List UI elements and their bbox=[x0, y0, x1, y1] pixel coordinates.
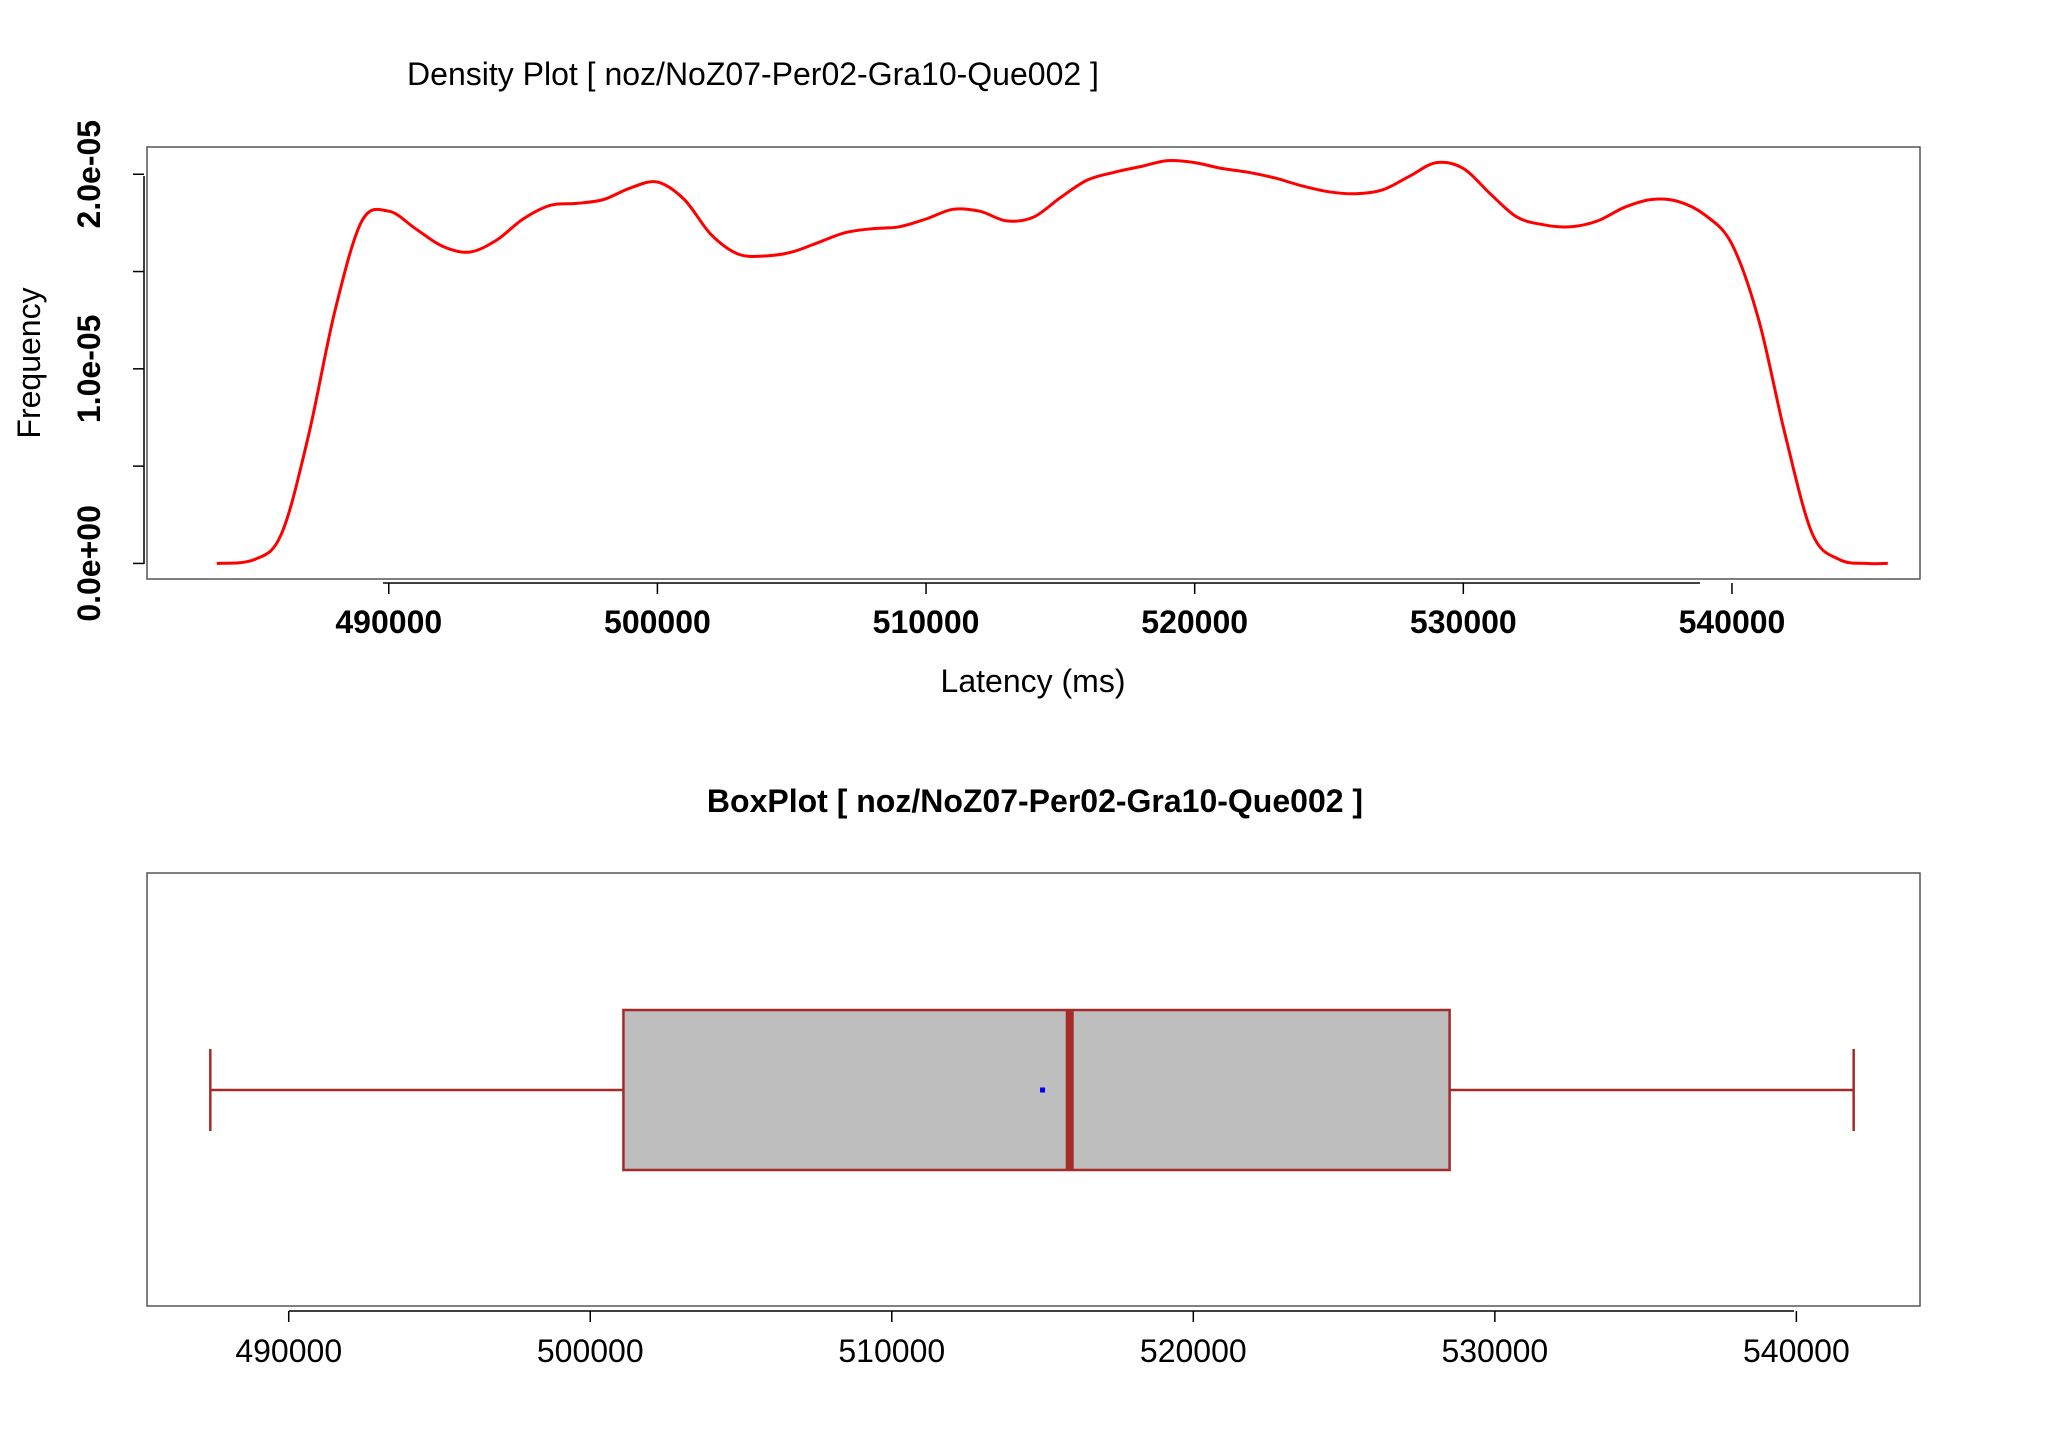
boxplot-marks bbox=[209, 1008, 1855, 1172]
density-x-axis: 490000 500000 510000 520000 530000 540000 bbox=[335, 582, 1786, 640]
density-x-axis-label: Latency (ms) bbox=[941, 663, 1126, 699]
density-title: Density Plot [ noz/NoZ07-Per02-Gra10-Que… bbox=[407, 56, 1099, 92]
boxplot-x-tick-label: 540000 bbox=[1743, 1333, 1850, 1369]
boxplot-x-tick-label: 520000 bbox=[1140, 1333, 1247, 1369]
boxplot-x-tick-label: 500000 bbox=[537, 1333, 644, 1369]
boxplot-box bbox=[622, 1008, 1451, 1172]
density-y-axis-label: Frequency bbox=[11, 287, 47, 438]
density-curve-line bbox=[216, 158, 1888, 566]
boxplot-x-tick-label: 530000 bbox=[1441, 1333, 1548, 1369]
density-x-tick-label: 520000 bbox=[1141, 604, 1248, 640]
boxplot-x-tick-label: 490000 bbox=[235, 1333, 342, 1369]
density-x-tick-label: 530000 bbox=[1410, 604, 1517, 640]
density-x-tick-label: 500000 bbox=[604, 604, 711, 640]
density-y-axis: 0.0e+00 1.0e-05 2.0e-05 bbox=[71, 120, 145, 622]
density-x-tick-label: 510000 bbox=[873, 604, 980, 640]
boxplot-title: BoxPlot [ noz/NoZ07-Per02-Gra10-Que002 ] bbox=[707, 783, 1363, 819]
boxplot-plot-frame bbox=[146, 872, 1921, 1307]
density-x-tick-label: 540000 bbox=[1679, 604, 1786, 640]
density-x-tick-label: 490000 bbox=[335, 604, 442, 640]
boxplot-x-tick-label: 510000 bbox=[838, 1333, 945, 1369]
density-y-tick-label: 0.0e+00 bbox=[71, 505, 107, 622]
density-plot-frame bbox=[146, 146, 1921, 580]
density-y-tick-label: 2.0e-05 bbox=[71, 120, 107, 229]
density-y-tick-label: 1.0e-05 bbox=[71, 315, 107, 424]
density-panel: Density Plot [ noz/NoZ07-Per02-Gra10-Que… bbox=[11, 56, 1921, 699]
boxplot-panel: BoxPlot [ noz/NoZ07-Per02-Gra10-Que002 ]… bbox=[146, 783, 1921, 1369]
boxplot-mean-marker bbox=[1040, 1087, 1046, 1093]
boxplot-x-axis: 490000 500000 510000 520000 530000 540000 bbox=[235, 1310, 1850, 1369]
